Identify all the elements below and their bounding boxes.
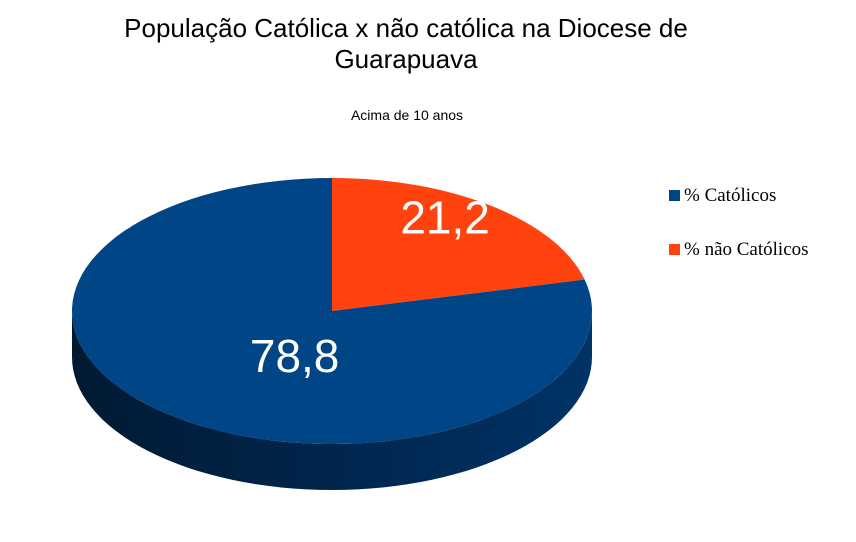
legend-item-catolicos: % Católicos (669, 182, 809, 209)
pie-slice-nao-catolicos (332, 178, 585, 311)
pie-side-wall (72, 311, 592, 490)
pie-slice-catolicos (72, 178, 593, 445)
legend-label: % não Católicos (684, 238, 809, 260)
chart-title: População Católica x não católica na Dio… (124, 13, 688, 74)
data-label-catolicos: 78,8 (250, 330, 340, 382)
legend-item-nao-catolicos: % não Católicos (669, 236, 809, 263)
pie-side-wall-shape (72, 311, 592, 490)
chart-subtitle: Acima de 10 anos (350, 107, 464, 123)
legend: % Católicos % não Católicos (669, 182, 809, 290)
legend-label: % Católicos (684, 184, 777, 206)
legend-swatch (669, 244, 680, 255)
data-label-nao-catolicos: 21,2 (400, 191, 490, 243)
legend-swatch (669, 190, 680, 201)
